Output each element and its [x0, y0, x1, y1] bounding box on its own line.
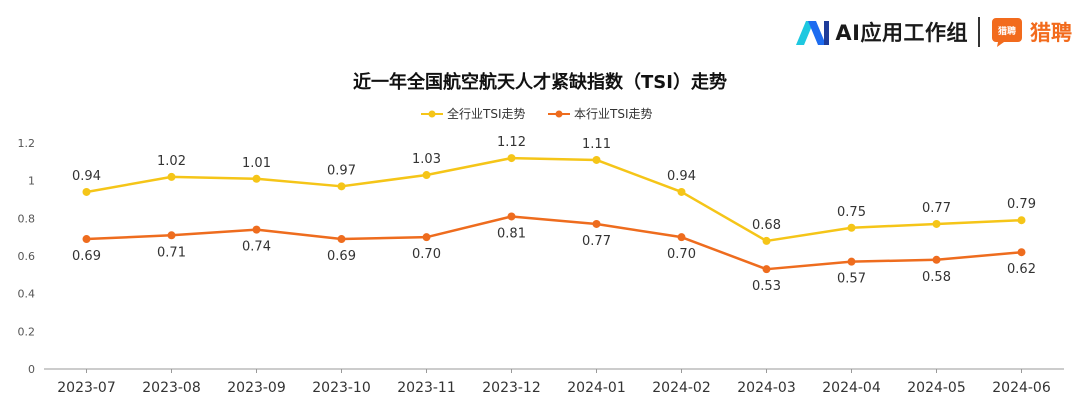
data-label: 0.58 [922, 270, 951, 285]
data-label: 1.02 [157, 154, 186, 169]
data-point [932, 219, 941, 228]
y-tick-label: 1.2 [18, 137, 36, 150]
y-tick-label: 0.2 [18, 325, 36, 338]
data-label: 0.94 [72, 169, 101, 184]
x-tick-label: 2023-11 [397, 380, 456, 396]
x-tick-label: 2024-04 [822, 380, 881, 396]
data-label: 1.11 [582, 137, 611, 152]
x-tick-label: 2023-10 [312, 380, 371, 396]
ai-logo-icon [796, 21, 830, 45]
x-tick-label: 2023-08 [142, 380, 201, 396]
data-point [507, 154, 516, 163]
data-label: 1.01 [242, 156, 271, 171]
data-point [507, 212, 516, 221]
data-label: 0.81 [497, 226, 526, 241]
data-label: 0.71 [157, 245, 186, 260]
data-point [82, 235, 91, 244]
chart-title: 近一年全国航空航天人才紧缺指数（TSI）走势 [353, 72, 727, 93]
x-tick-label: 2023-09 [227, 380, 286, 396]
data-point [167, 231, 176, 240]
data-label: 1.12 [497, 135, 526, 150]
legend-swatch-marker [555, 110, 563, 118]
data-label: 0.57 [837, 272, 866, 287]
legend-label: 全行业TSI走势 [447, 106, 526, 121]
data-point [252, 174, 261, 183]
y-tick-label: 0.8 [18, 212, 36, 225]
data-label: 0.79 [1007, 197, 1036, 212]
data-point [847, 223, 856, 232]
y-tick-label: 0.4 [18, 288, 36, 301]
liepin-label: 猎聘 [1030, 21, 1072, 45]
x-tick-label: 2024-06 [992, 380, 1051, 396]
legend-swatch-marker [428, 110, 436, 118]
data-label: 1.03 [412, 152, 441, 167]
x-tick-label: 2023-12 [482, 380, 541, 396]
brand-header: AI应用工作组 猎聘 猎聘 [794, 14, 1072, 50]
data-label: 0.69 [327, 249, 356, 264]
data-label: 0.75 [837, 205, 866, 220]
liepin-icon: 猎聘 [992, 18, 1022, 47]
data-point [762, 236, 771, 245]
x-tick-label: 2024-03 [737, 380, 796, 396]
data-point [762, 265, 771, 274]
data-point [592, 155, 601, 164]
data-point [167, 172, 176, 181]
data-label: 0.97 [327, 163, 356, 178]
y-tick-label: 0 [28, 363, 35, 376]
data-point [422, 171, 431, 180]
data-point [677, 233, 686, 242]
x-tick-label: 2023-07 [57, 380, 116, 396]
data-label: 0.69 [72, 249, 101, 264]
data-point [337, 235, 346, 244]
data-label: 0.77 [922, 201, 951, 216]
liepin-icon-text: 猎聘 [998, 25, 1016, 37]
data-label: 0.74 [242, 240, 271, 255]
ai-workgroup-logo: AI应用工作组 [794, 17, 968, 47]
series-line [86, 156, 1022, 243]
brand-divider [978, 17, 980, 47]
data-point [82, 187, 91, 196]
series-line [86, 215, 1022, 271]
data-label: 0.68 [752, 218, 781, 233]
data-point [677, 187, 686, 196]
data-point [252, 225, 261, 234]
data-point [1017, 216, 1026, 225]
y-tick-label: 1 [28, 175, 35, 188]
liepin-logo: 猎聘 猎聘 [990, 16, 1072, 48]
x-tick-label: 2024-05 [907, 380, 966, 396]
data-point [422, 233, 431, 242]
data-point [847, 257, 856, 266]
data-label: 0.70 [667, 247, 696, 262]
data-point [932, 255, 941, 264]
data-point [592, 219, 601, 228]
data-label: 0.62 [1007, 262, 1036, 277]
data-label: 0.94 [667, 169, 696, 184]
ai-workgroup-label: AI应用工作组 [835, 21, 968, 45]
data-label: 0.53 [752, 279, 781, 294]
data-label: 0.77 [582, 234, 611, 249]
y-tick-label: 0.6 [18, 250, 36, 263]
data-label: 0.70 [412, 247, 441, 262]
data-point [1017, 248, 1026, 257]
x-tick-label: 2024-01 [567, 380, 626, 396]
legend-label: 本行业TSI走势 [574, 107, 653, 121]
x-tick-label: 2024-02 [652, 380, 711, 396]
data-point [337, 182, 346, 191]
